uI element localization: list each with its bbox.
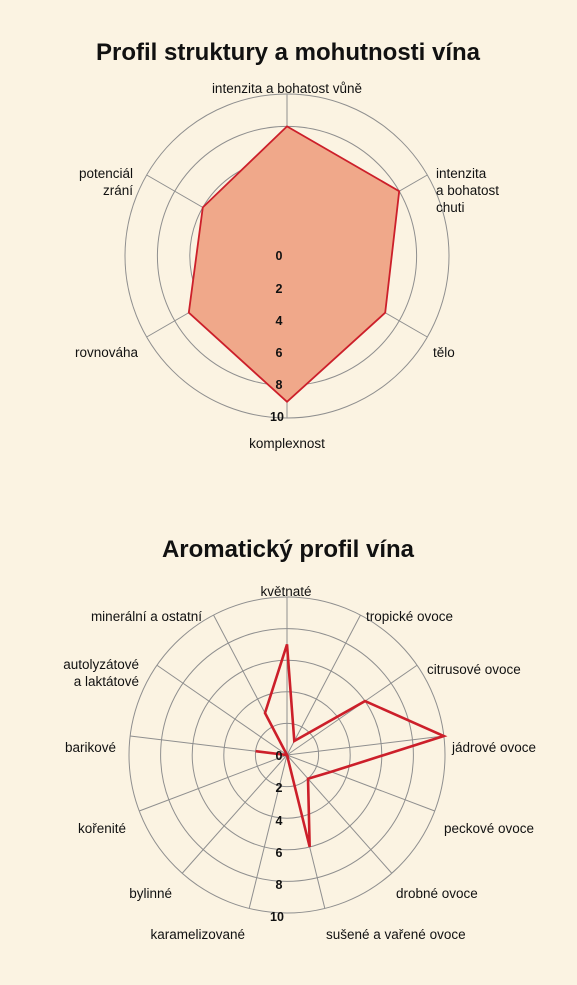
axis-label-rovnovaha: rovnováha xyxy=(75,345,139,360)
axis-spoke xyxy=(156,664,288,756)
axis-label-intenzita-chuti: intenzita a bohatost chuti xyxy=(436,166,499,215)
axis-spoke xyxy=(248,754,288,909)
axis-label-komplexnost: komplexnost xyxy=(249,436,325,451)
axis-label-jadrove-ovoce: jádrové ovoce xyxy=(451,740,536,755)
aroma-radar-chart: Aromatický profil vína 0 2 4 6 8 10 květ… xyxy=(63,536,536,942)
tick-label: 6 xyxy=(276,346,283,360)
axis-label-mineralni: minerální a ostatní xyxy=(91,609,202,624)
axis-label-susene-ovoce: sušené a vařené ovoce xyxy=(326,927,466,942)
axis-label-autolyzatove: autolyzátové a laktátové xyxy=(63,657,139,689)
axis-label-bylinne: bylinné xyxy=(129,886,172,901)
axis-label-intenzita-vune: intenzita a bohatost vůně xyxy=(212,81,362,96)
tick-label: 4 xyxy=(276,814,283,828)
axis-label-barikove: barikové xyxy=(65,740,116,755)
axis-label-kvetnate: květnaté xyxy=(260,584,311,599)
series-polygon xyxy=(187,125,401,404)
axis-label-karamelizovane: karamelizované xyxy=(150,927,245,942)
radial-tick-labels: 0 2 4 6 8 10 xyxy=(270,249,284,424)
tick-label: 4 xyxy=(276,314,283,328)
structure-radar-chart: Profil struktury a mohutnosti vína 0 2 4… xyxy=(75,39,499,451)
axis-spoke xyxy=(286,754,393,874)
tick-label: 0 xyxy=(276,249,283,263)
radar-spokes xyxy=(130,597,444,909)
axis-spoke xyxy=(286,614,361,756)
tick-label: 10 xyxy=(270,410,284,424)
tick-label: 6 xyxy=(276,846,283,860)
series-polygon xyxy=(255,644,448,848)
axis-label-telo: tělo xyxy=(433,345,455,360)
axis-spoke xyxy=(181,754,288,874)
axis-label-peckove-ovoce: peckové ovoce xyxy=(444,821,534,836)
axis-label-tropicke-ovoce: tropické ovoce xyxy=(366,609,453,624)
tick-label: 10 xyxy=(270,910,284,924)
axis-spoke xyxy=(286,664,418,756)
tick-label: 8 xyxy=(276,378,283,392)
radial-tick-labels: 0 2 4 6 8 10 xyxy=(270,749,284,924)
tick-label: 2 xyxy=(276,781,283,795)
axis-labels: květnaté tropické ovoce citrusové ovoce … xyxy=(63,584,536,942)
tick-label: 8 xyxy=(276,878,283,892)
axis-labels: intenzita a bohatost vůně intenzita a boh… xyxy=(75,81,499,451)
axis-label-potencial-zrani: potenciál zrání xyxy=(79,166,133,198)
chart-title: Aromatický profil vína xyxy=(162,536,415,563)
tick-label: 0 xyxy=(276,749,283,763)
axis-label-korenite: kořenité xyxy=(78,821,126,836)
axis-spoke xyxy=(286,754,435,812)
axis-spoke xyxy=(286,735,444,756)
chart-title: Profil struktury a mohutnosti vína xyxy=(96,39,481,66)
tick-label: 2 xyxy=(276,282,283,296)
axis-spoke xyxy=(139,754,288,812)
axis-label-drobne-ovoce: drobné ovoce xyxy=(396,886,478,901)
axis-label-citrusove-ovoce: citrusové ovoce xyxy=(427,662,521,677)
